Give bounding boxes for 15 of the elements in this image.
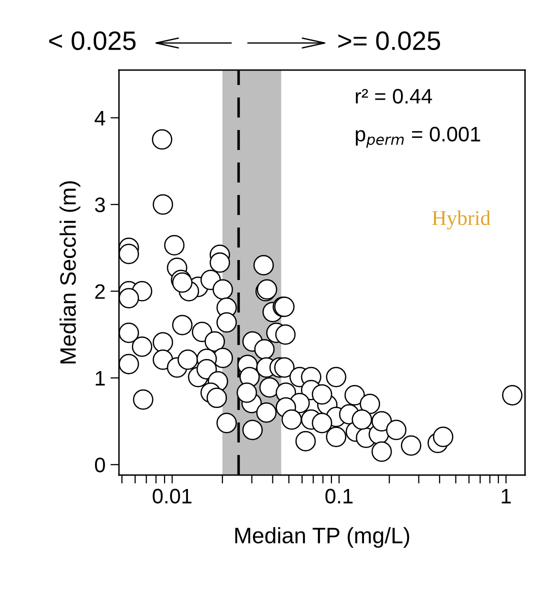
y-tick-label: 0 <box>95 458 105 472</box>
x-tick-label: 1 <box>502 488 511 504</box>
text: >= 0.025 <box>338 31 440 50</box>
x-axis-title: Median TP (mg/L) <box>235 527 410 548</box>
y-tick-label: 3 <box>94 197 105 212</box>
text: < 0.025 <box>49 31 136 50</box>
x-tick-label: 0.1 <box>325 488 353 504</box>
y-tick-label: 4 <box>94 111 106 126</box>
annotation: Hybrid <box>432 210 490 230</box>
y-tick-label: 1 <box>96 371 105 386</box>
y-axis-title: Median Secchi (m) <box>60 181 80 364</box>
x-tick-label: 0.01 <box>152 488 192 504</box>
annotation: r² = 0.44 <box>356 88 432 104</box>
y-tick-label: 2 <box>95 284 105 299</box>
annotation: p$_{perm}$ = 0.001 <box>356 126 480 148</box>
